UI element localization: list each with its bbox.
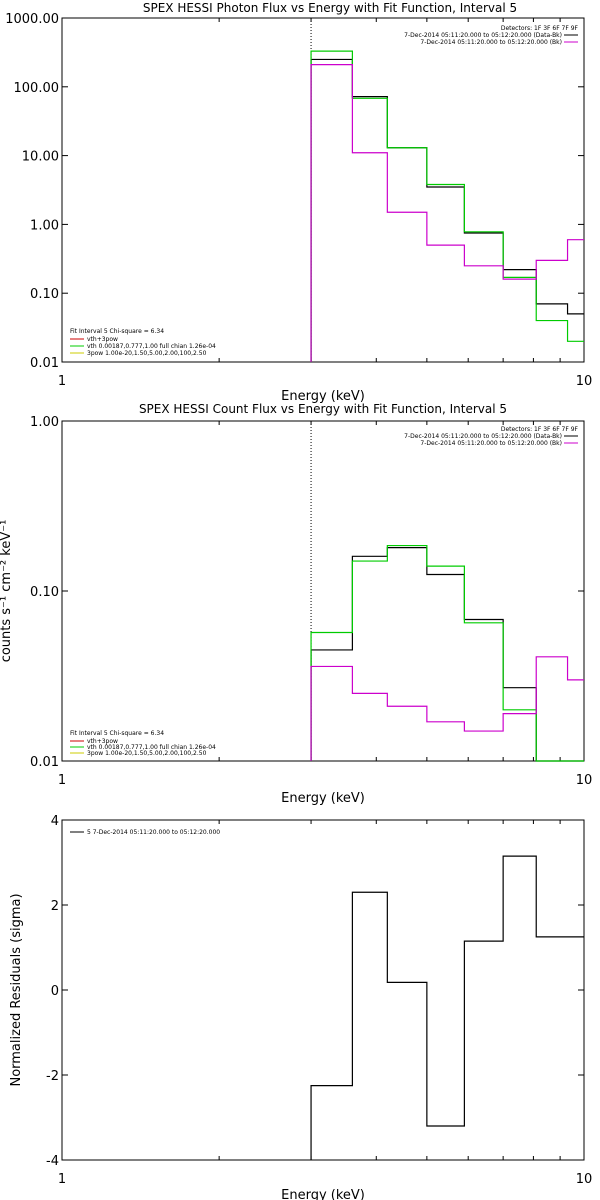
count-flux-title: SPEX HESSI Count Flux vs Energy with Fit… bbox=[139, 402, 507, 416]
count-flux-y-label: counts s⁻¹ cm⁻² keV⁻¹ bbox=[0, 520, 14, 663]
y-tick-label: 2 bbox=[51, 899, 59, 914]
y-tick-label: 0.10 bbox=[30, 287, 59, 302]
count-flux-x-label: Energy (keV) bbox=[281, 791, 365, 806]
y-tick-label: 1.00 bbox=[30, 415, 59, 430]
residuals-y-label: Normalized Residuals (sigma) bbox=[9, 893, 24, 1086]
series-bk bbox=[310, 656, 584, 761]
series-5 bbox=[310, 855, 584, 1160]
count-flux-y-ticks: 0.01 0.10 1.00 bbox=[30, 415, 584, 770]
count-flux-fit-line2: vth 0.00187,0.777,1.00 full chian 1.26e-… bbox=[87, 744, 216, 751]
residuals-series bbox=[310, 855, 584, 1160]
photon-flux-legend-bk: 7-Dec-2014 05:11:20.000 to 05:12:20.000 … bbox=[420, 39, 562, 46]
count-flux-series bbox=[310, 421, 584, 762]
y-tick-label: 4 bbox=[51, 814, 59, 829]
photon-flux-detectors: Detectors: 1F 3F 6F 7F 9F bbox=[501, 25, 579, 32]
count-flux-fit-header: Fit Interval 5 Chi-square = 6.34 bbox=[70, 730, 164, 737]
y-tick-label: 1000.00 bbox=[5, 12, 59, 27]
residuals-panel: -4 -2 0 2 4 1 10 Energy (keV) Normalized Res… bbox=[9, 814, 592, 1200]
photon-flux-fit-header: Fit Interval 5 Chi-square = 6.34 bbox=[70, 328, 164, 335]
residuals-frame bbox=[61, 819, 585, 1161]
count-flux-x-tick-1: 1 bbox=[58, 773, 66, 788]
y-tick-label: 0.01 bbox=[30, 755, 59, 770]
photon-flux-frame bbox=[61, 17, 585, 363]
photon-flux-panel: SPEX HESSI Photon Flux vs Energy with Fi… bbox=[5, 1, 592, 404]
y-tick-label: 100.00 bbox=[14, 81, 60, 96]
series-bk bbox=[310, 64, 584, 362]
count-flux-panel: SPEX HESSI Count Flux vs Energy with Fit… bbox=[0, 402, 592, 806]
residuals-x-label: Energy (keV) bbox=[281, 1188, 365, 1200]
y-tick-label: -4 bbox=[46, 1154, 59, 1169]
count-flux-x-tick-10: 10 bbox=[576, 773, 593, 788]
y-tick-label: 0.10 bbox=[30, 585, 59, 600]
count-flux-legend-data: 7-Dec-2014 05:11:20.000 to 05:12:20.000 … bbox=[404, 433, 562, 440]
photon-flux-x-tick-1: 1 bbox=[58, 374, 66, 389]
photon-flux-x-tick-10: 10 bbox=[576, 374, 593, 389]
y-tick-label: 0.01 bbox=[30, 356, 59, 371]
photon-flux-legend-data: 7-Dec-2014 05:11:20.000 to 05:12:20.000 … bbox=[404, 32, 562, 39]
photon-flux-fit-line1: vth+3pow bbox=[87, 336, 118, 343]
series-vth bbox=[310, 544, 584, 762]
residuals-legend: 5 7-Dec-2014 05:11:20.000 to 05:12:20.00… bbox=[87, 829, 220, 836]
count-flux-fit-line1: vth+3pow bbox=[87, 738, 118, 745]
photon-flux-x-label: Energy (keV) bbox=[281, 389, 365, 404]
photon-flux-series bbox=[310, 18, 584, 362]
count-flux-fit-line3: 3pow 1.00e-20,1.50,5.00,2.00,100,2.50 bbox=[87, 750, 207, 757]
photon-flux-title: SPEX HESSI Photon Flux vs Energy with Fi… bbox=[143, 1, 517, 15]
photon-flux-fit-line3: 3pow 1.00e-20,1.50,5.00,2.00,100,2.50 bbox=[87, 350, 207, 357]
photon-flux-y-ticks: 0.01 0.10 1.00 10.00 100.00 1000.00 bbox=[5, 12, 584, 371]
count-flux-detectors: Detectors: 1F 3F 6F 7F 9F bbox=[501, 426, 579, 433]
count-flux-legend-bk: 7-Dec-2014 05:11:20.000 to 05:12:20.000 … bbox=[420, 440, 562, 447]
residuals-x-tick-1: 1 bbox=[58, 1172, 66, 1187]
residuals-x-tick-10: 10 bbox=[576, 1172, 593, 1187]
y-tick-label: -2 bbox=[46, 1069, 59, 1084]
y-tick-label: 0 bbox=[51, 984, 59, 999]
y-tick-label: 10.00 bbox=[22, 150, 59, 165]
photon-flux-fit-line2: vth 0.00187,0.777,1.00 full chian 1.26e-… bbox=[87, 343, 216, 350]
y-tick-label: 1.00 bbox=[30, 218, 59, 233]
residuals-y-ticks: -4 -2 0 2 4 bbox=[46, 814, 584, 1169]
